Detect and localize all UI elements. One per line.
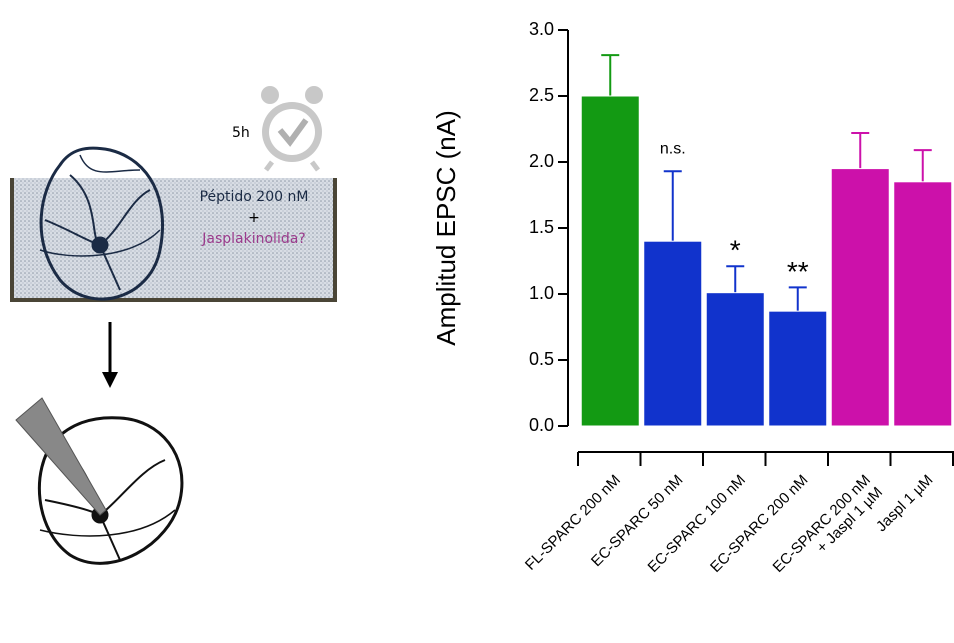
duration: 5h (232, 125, 250, 141)
significance-label: * (730, 235, 741, 266)
question: Jasplakinolida? (201, 231, 305, 247)
illustration: 5h Péptido 200 nM + Jasplakinolida? (10, 86, 337, 565)
x-tick-label: Jaspl 1 µM (873, 472, 937, 536)
significance-label: n.s. (660, 140, 686, 157)
bar (893, 181, 953, 427)
y-tick-label: 2.5 (529, 85, 554, 105)
y-tick-label: 1.0 (529, 283, 554, 303)
y-tick-label: 3.0 (529, 19, 554, 39)
bar (643, 240, 703, 427)
bath-wall (10, 178, 337, 302)
bar (580, 95, 640, 427)
y-tick-label: 1.5 (529, 217, 554, 237)
treatment: Péptido 200 nM (200, 189, 309, 205)
bath (12, 178, 335, 300)
bar (830, 168, 890, 427)
bar (705, 292, 765, 427)
plus: + (248, 210, 260, 226)
arrow-head (102, 372, 118, 388)
pipette (15, 397, 107, 516)
bar (768, 310, 828, 427)
neuron (39, 146, 165, 301)
y-tick-label: 2.0 (529, 151, 554, 171)
significance-label: ** (787, 256, 809, 287)
y-tick-label: 0.5 (529, 349, 554, 369)
clock-icon (261, 86, 323, 172)
y-axis-title: Amplitud EPSC (nA) (431, 110, 461, 346)
x-tick-label-line: Jaspl 1 µM (873, 472, 937, 536)
y-tick-label: 0.0 (529, 415, 554, 435)
